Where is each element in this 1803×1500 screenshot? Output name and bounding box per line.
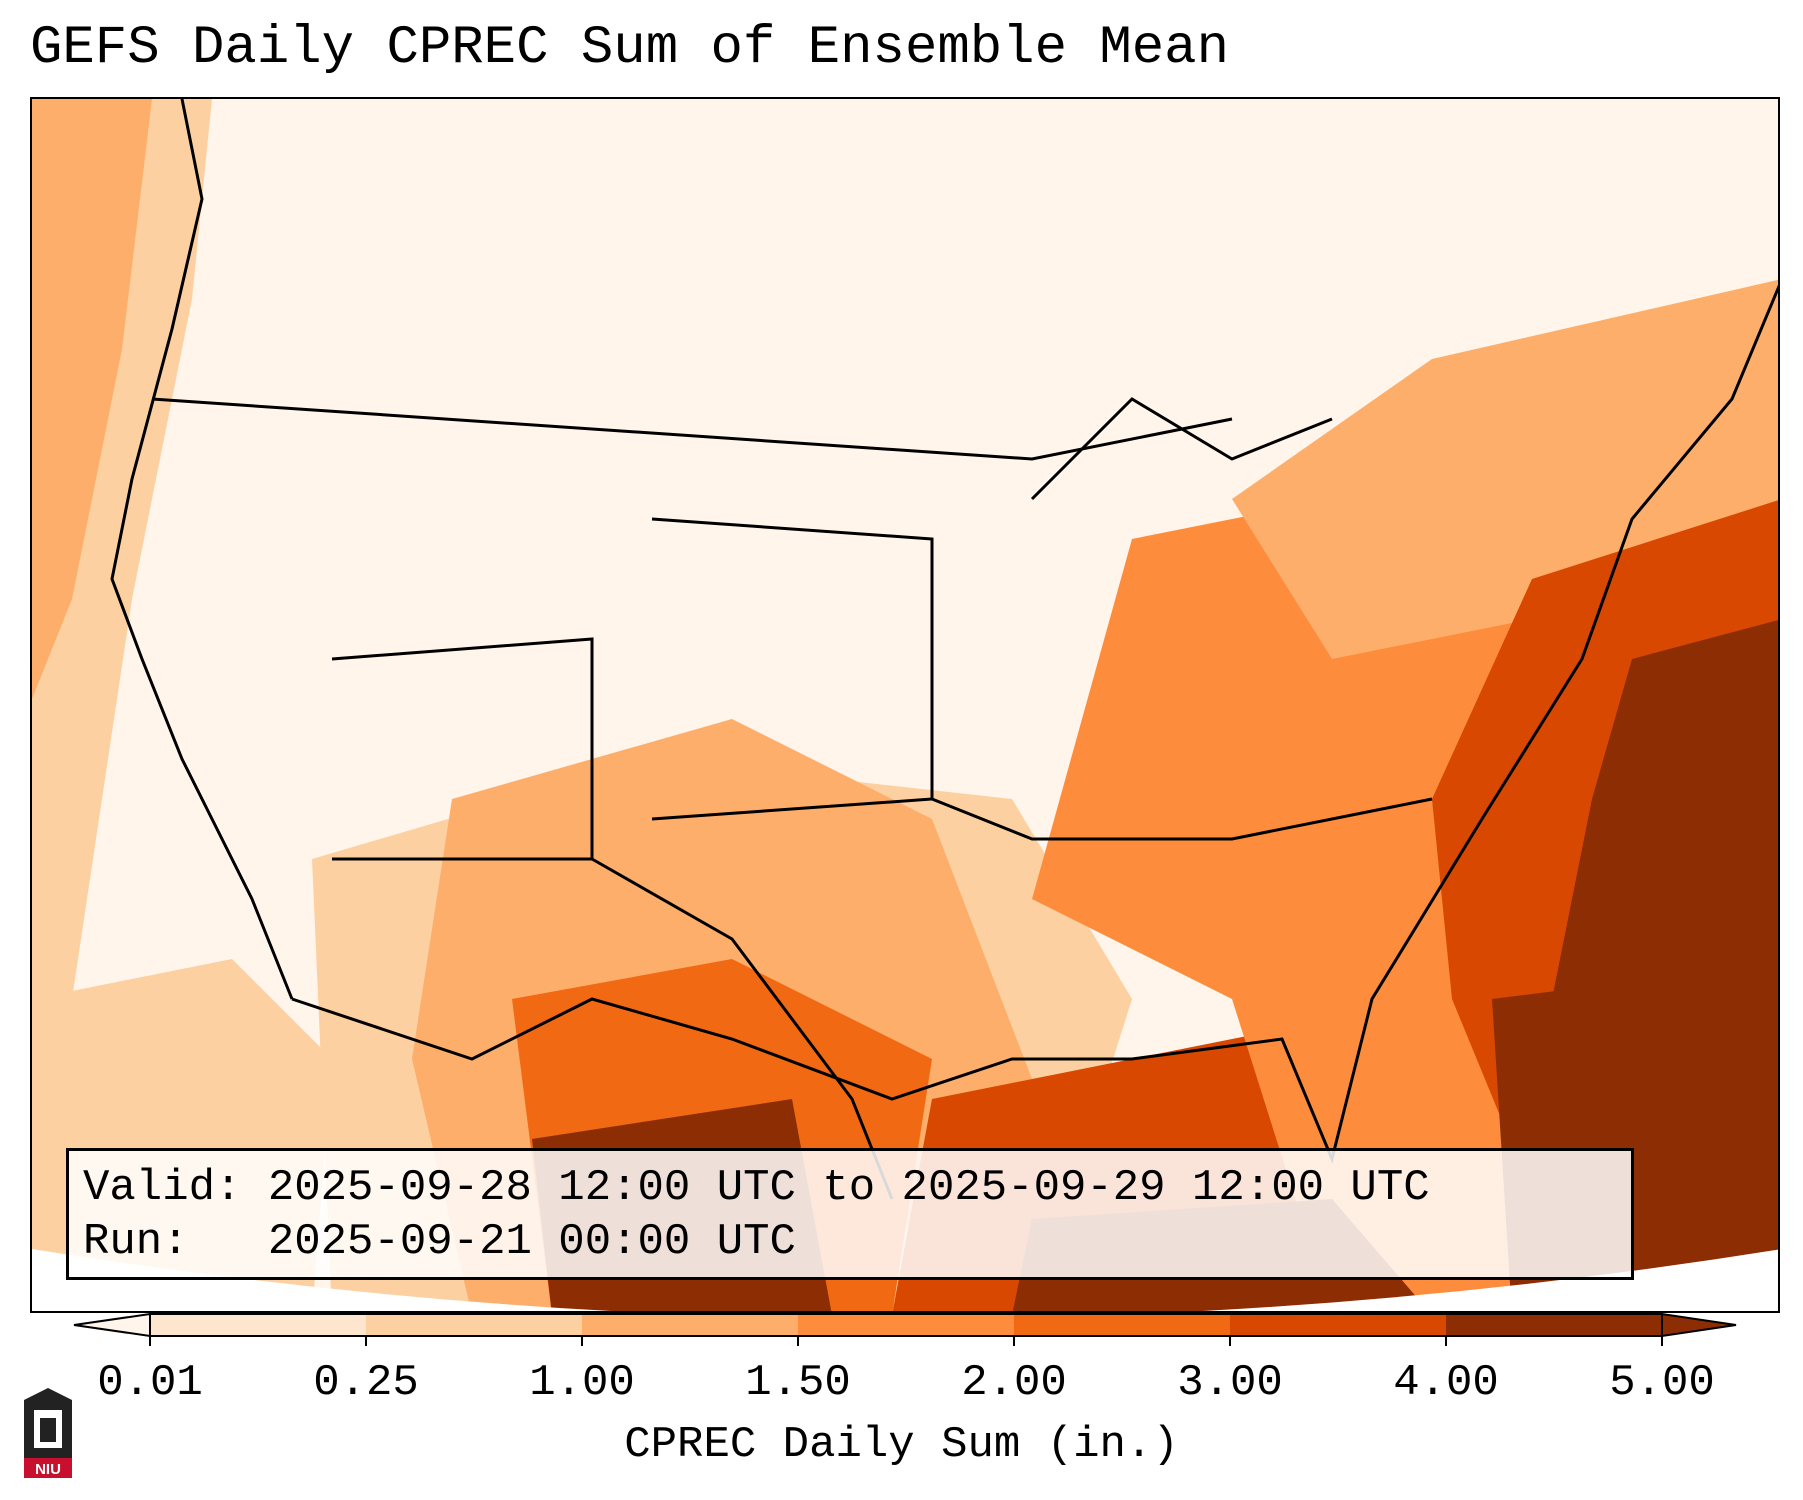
colorbar-ticks [149,1336,1663,1346]
colorbar-tick-label: 4.00 [1393,1358,1499,1408]
colorbar-segment [798,1314,1014,1336]
logo-banner [24,1458,72,1478]
valid-run-box: Valid: 2025-09-28 12:00 UTC to 2025-09-2… [66,1148,1634,1280]
projection-edge [32,1249,1778,1311]
valid-label: Valid: [83,1163,242,1213]
colorbar-outline [149,1313,1663,1337]
colorbar-segment [1446,1314,1662,1336]
run-label: Run: [83,1217,189,1267]
logo-text: NIU [35,1461,61,1478]
colorbar-extend-high [1661,1312,1737,1338]
valid-value: 2025-09-28 12:00 UTC to 2025-09-29 12:00… [267,1163,1430,1213]
colorbar-tick-label: 5.00 [1609,1358,1715,1408]
colorbar-tick-label: 3.00 [1177,1358,1283,1408]
precip-map [32,99,1778,1311]
colorbar-extend-low [73,1312,151,1338]
precip-pacific-heavy [32,99,152,699]
colorbar-tick-label: 1.00 [529,1358,635,1408]
west-coastline [110,99,294,1000]
niu-logo: NIU [24,1388,72,1478]
colorbar-segment [1014,1314,1230,1336]
colorbar-segments [73,1312,1737,1338]
logo-window [40,1418,56,1442]
colorbar-tick-label: 0.01 [97,1358,203,1408]
great-lakes [1030,397,1333,501]
canada-border [151,397,1233,461]
colorbar-segment [366,1314,582,1336]
colorbar-tick-label: 2.00 [961,1358,1067,1408]
state-lines-plains [651,517,934,821]
colorbar-segment [1230,1314,1446,1336]
map-area [30,97,1780,1313]
colorbar-label: CPREC Daily Sum (in.) [624,1420,1179,1470]
colorbar-segment [582,1314,798,1336]
colorbar-tick-label: 1.50 [745,1358,851,1408]
state-lines-south [931,797,1433,841]
colorbar-segment [150,1314,366,1336]
colorbar-tick-label: 0.25 [313,1358,419,1408]
run-value: 2025-09-21 00:00 UTC [267,1217,796,1267]
south-east-coastline [291,284,1778,1164]
map-title: GEFS Daily CPREC Sum of Ensemble Mean [30,18,1229,79]
colorbar [73,1312,1737,1346]
state-lines-west [331,637,594,861]
